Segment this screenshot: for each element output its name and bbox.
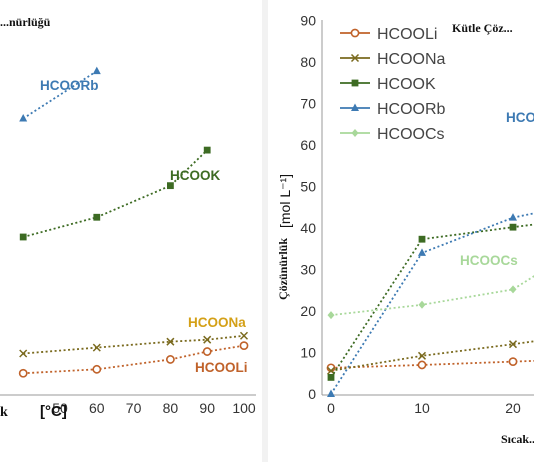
right-series-group: HCOOCs HCO	[326, 110, 534, 397]
legend-label-hcooli: HCOOLi	[377, 26, 437, 43]
right-point-hcook	[509, 223, 517, 231]
right-point-hcooli	[417, 360, 427, 370]
right-y-tick-label: 90	[300, 13, 316, 29]
left-point-hcoona	[92, 343, 101, 352]
right-point-hcoocs	[327, 311, 335, 320]
right-y-axis-label: Çözünürlük	[276, 238, 290, 300]
right-y-tick-label: 60	[300, 137, 316, 153]
right-y-tick-label: 80	[300, 54, 316, 70]
left-point-hcoona	[203, 335, 212, 344]
left-line-hcook	[22, 149, 208, 238]
legend-marker-hcoona	[350, 53, 360, 63]
left-point-hcoorb	[92, 66, 101, 75]
right-point-hcoocs	[418, 300, 426, 309]
left-line-hcoorb	[22, 70, 98, 120]
left-x-tick-label: 90	[199, 400, 215, 416]
left-point-hcooli	[239, 341, 249, 351]
left-x-ticks: 50 60 70 80 90 100	[52, 400, 256, 416]
left-x-axis-label: k	[0, 405, 8, 420]
panel-divider	[262, 0, 268, 462]
right-line-hcooli	[330, 359, 534, 369]
right-point-hcook	[327, 374, 335, 381]
right-point-hcoorb	[418, 248, 426, 256]
left-series-label-hcook: HCOOK	[170, 168, 221, 183]
left-point-hcooli	[165, 355, 175, 364]
left-x-tick-label: 60	[89, 400, 105, 416]
right-y-axis-unit: [mol L⁻¹]	[277, 174, 293, 228]
legend-marker-hcook	[351, 79, 359, 87]
legend-label-hcoorb: HCOORb	[377, 101, 446, 118]
right-line-hcoona	[330, 340, 534, 372]
left-point-hcoona	[166, 337, 175, 346]
right-line-hcoocs	[330, 275, 534, 317]
left-series-label-hcoorb: HCOORb	[40, 78, 99, 93]
right-point-hcoona	[417, 351, 427, 360]
right-x-axis-label: Sıcak...	[501, 432, 534, 446]
right-point-hcoorb	[509, 213, 517, 221]
legend-label-hcoocs: HCOOCs	[377, 126, 445, 143]
left-x-axis-unit: [°C]	[40, 403, 67, 420]
right-x-tick-label: 10	[414, 400, 430, 416]
right-x-tick-label: 20	[505, 400, 521, 416]
left-point-hcook	[93, 213, 101, 221]
right-point-hcoorb	[327, 389, 335, 397]
left-x-tick-label: 50	[52, 400, 68, 416]
left-point-hcoona	[19, 349, 28, 358]
legend-marker-hcoocs	[351, 129, 359, 137]
left-x-tick-label: 80	[163, 400, 179, 416]
right-y-tick-label: 70	[300, 96, 316, 112]
left-line-hcooli	[23, 344, 245, 375]
right-x-tick-label: 0	[327, 400, 335, 416]
right-y-tick-label: 40	[300, 220, 316, 236]
left-point-hcoona	[239, 331, 249, 340]
right-y-ticks: 0 10 20 30 40 50 60 70 80 90	[300, 13, 316, 403]
left-series-group: HCOOLi HCOONa HCOOK HCOORb	[18, 66, 249, 378]
right-annotation-hcoocs: HCOOCs	[460, 253, 518, 268]
left-series-label-hcoona: HCOONa	[188, 315, 246, 330]
right-chart-title: Kütle Çöz...	[452, 21, 513, 35]
left-point-hcooli	[92, 364, 102, 374]
legend-label-hcook: HCOOK	[377, 76, 436, 93]
legend-marker-hcooli	[350, 28, 360, 38]
right-point-hcook	[418, 235, 426, 243]
legend-label-hcoona: HCOONa	[377, 51, 446, 68]
left-series-label-hcooli: HCOOLi	[195, 360, 248, 375]
left-x-tick-label: 70	[126, 400, 142, 416]
right-y-tick-label: 10	[300, 345, 316, 361]
right-point-hcoocs	[509, 285, 517, 294]
left-point-hcook	[203, 146, 211, 154]
right-y-tick-label: 30	[300, 262, 316, 278]
right-point-hcoona	[508, 340, 518, 349]
right-annotation-hco: HCO	[506, 110, 534, 125]
legend-marker-hcoorb	[351, 103, 359, 111]
right-y-tick-label: 20	[300, 303, 316, 319]
right-legend: HCOOLi HCOONa HCOOK HCOORb HCOOCs	[340, 26, 446, 143]
left-point-hcook	[19, 233, 27, 241]
left-point-hcoorb	[19, 114, 28, 122]
right-y-tick-label: 50	[300, 179, 316, 195]
left-point-hcooli	[202, 347, 212, 356]
left-chart: ...nürlüğü 50 60 70 80 90 100 HCOOLiHCOONaHCO…	[0, 15, 256, 420]
right-y-tick-label: 0	[308, 386, 316, 402]
left-point-hcooli	[18, 368, 28, 378]
left-x-tick-label: 100	[232, 400, 256, 416]
left-point-hcook	[167, 182, 174, 190]
right-point-hcooli	[508, 357, 518, 367]
right-line-hcoorb	[330, 212, 534, 395]
left-chart-title: ...nürlüğü	[0, 15, 51, 29]
